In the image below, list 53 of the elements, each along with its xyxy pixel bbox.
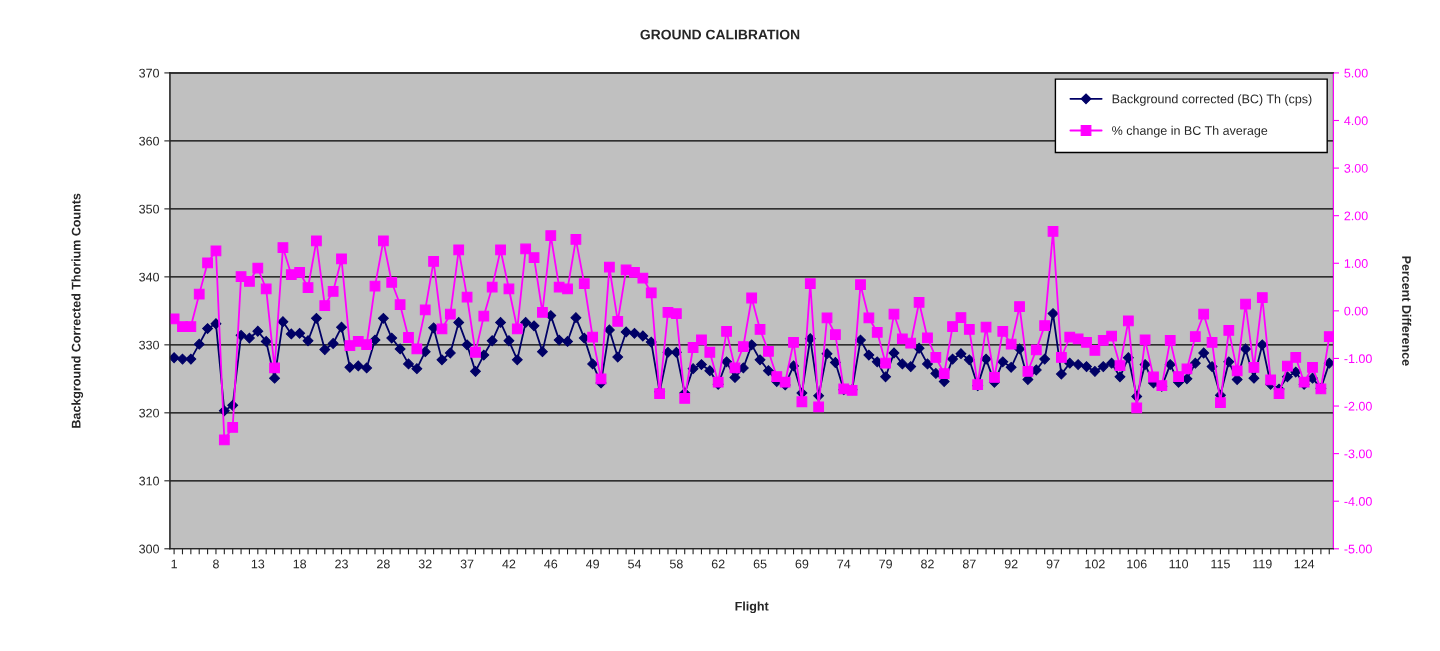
y2-tick-label: 0.00	[1344, 306, 1368, 316]
x-tick-label: 106	[1127, 559, 1147, 569]
y2-tick-label: 5.00	[1344, 68, 1368, 78]
x-tick-label: 54	[628, 559, 642, 569]
y2-tick-label: -5.00	[1344, 544, 1372, 554]
x-tick-label: 23	[335, 559, 348, 569]
y2-tick-label: 1.00	[1344, 259, 1368, 268]
x-tick-label: 87	[962, 559, 976, 569]
y-tick-label: 340	[139, 272, 160, 282]
x-tick-label: 58	[669, 559, 683, 569]
x-tick-label: 74	[837, 559, 851, 569]
x-tick-label: 79	[879, 559, 892, 569]
y2-axis-title: Percent Difference	[1402, 256, 1412, 366]
y2-tick-label: 3.00	[1344, 163, 1368, 173]
chart-title: GROUND CALIBRATION	[640, 29, 800, 40]
y-tick-label: 300	[139, 544, 160, 554]
x-tick-label: 69	[795, 559, 809, 569]
x-tick-label: 65	[753, 559, 767, 569]
x-tick-label: 37	[460, 559, 474, 569]
y-axis-title: Background Corrected Thorium Counts	[71, 193, 84, 428]
x-tick-label: 18	[293, 559, 307, 569]
y2-tick-label: -2.00	[1344, 401, 1372, 411]
x-tick-label: 28	[377, 559, 390, 569]
x-tick-label: 13	[251, 559, 265, 569]
x-tick-label: 102	[1085, 559, 1105, 569]
x-tick-label: 42	[502, 559, 516, 569]
y2-tick-label: -4.00	[1344, 497, 1372, 506]
y2-tick-label: -3.00	[1344, 449, 1372, 459]
x-tick-label: 32	[418, 559, 432, 569]
y-tick-label: 350	[139, 204, 160, 214]
y-tick-label: 320	[139, 408, 160, 418]
legend-label: % change in BC Th average	[1112, 125, 1268, 138]
y-tick-label: 310	[139, 476, 160, 486]
x-tick-label: 1	[171, 559, 177, 569]
y2-tick-label: 2.00	[1344, 211, 1368, 221]
x-tick-label: 49	[585, 559, 599, 569]
x-tick-label: 62	[711, 559, 725, 569]
y2-tick-label: -1.00	[1344, 354, 1372, 364]
x-tick-label: 115	[1211, 559, 1230, 569]
y-tick-label: 370	[139, 68, 160, 78]
x-tick-label: 92	[1004, 559, 1018, 569]
x-tick-label: 46	[544, 559, 558, 569]
y2-tick-label: 4.00	[1344, 116, 1368, 126]
legend-label: Background corrected (BC) Th (cps)	[1112, 94, 1312, 106]
y-tick-label: 330	[139, 340, 160, 350]
x-tick-label: 110	[1169, 559, 1189, 569]
x-tick-label: 119	[1253, 559, 1272, 569]
x-tick-label: 8	[213, 559, 219, 569]
x-tick-label: 97	[1046, 559, 1060, 569]
x-tick-label: 82	[921, 559, 934, 569]
x-tick-label: 124	[1294, 559, 1315, 569]
x-axis-title: Flight	[735, 601, 769, 614]
y-tick-label: 360	[139, 136, 160, 146]
